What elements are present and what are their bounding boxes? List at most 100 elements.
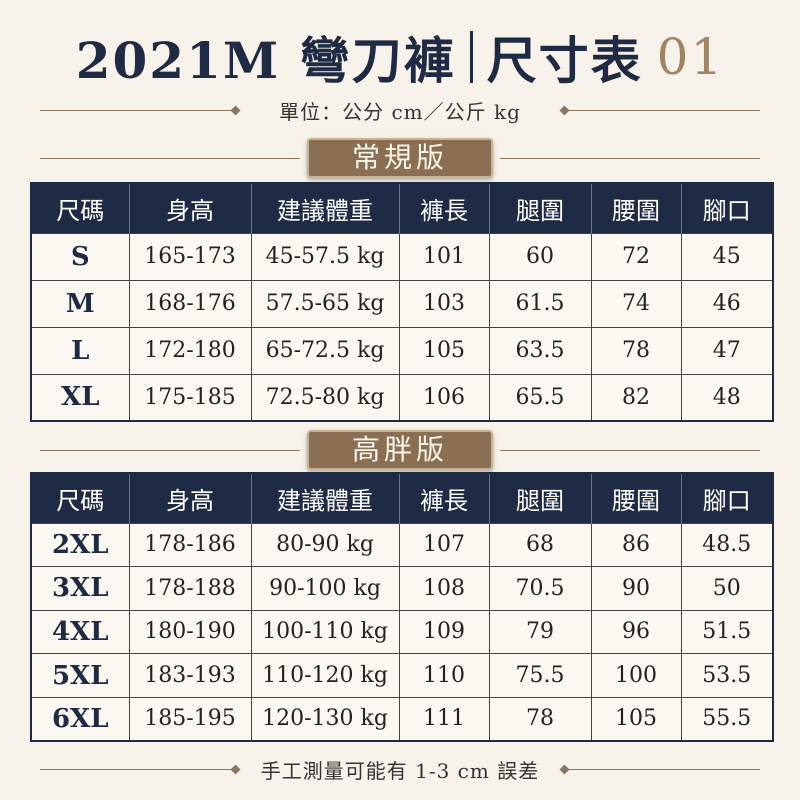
table-cell: 68 <box>488 522 592 568</box>
table-cell: 165-173 <box>128 232 252 281</box>
size-cell: 5XL <box>30 653 130 698</box>
table-cell: 79 <box>488 609 592 655</box>
title: 2021M 彎刀褲 <box>75 31 456 90</box>
table-cell: 86 <box>590 522 682 568</box>
table-cell: 72 <box>590 232 682 281</box>
table-cell: 100-110 kg <box>250 609 400 655</box>
table-cell: 105 <box>398 326 490 375</box>
header-row: 尺碼 身高 建議體重 褲長 腿圍 腰圍 腳口 <box>31 473 773 523</box>
column-header: 腳口 <box>680 183 773 233</box>
table-row: M 168-176 57.5-65 kg 103 61.5 74 46 <box>30 279 774 328</box>
table-cell: 48.5 <box>680 522 774 568</box>
column-header: 建議體重 <box>250 183 399 233</box>
table-cell: 103 <box>398 279 490 328</box>
footer-note: 手工測量可能有 1-3 cm 誤差 <box>260 759 540 783</box>
table-cell: 53.5 <box>680 653 774 698</box>
divider <box>565 769 760 770</box>
table-cell: 74 <box>590 279 682 328</box>
column-header: 身高 <box>128 473 251 523</box>
divider <box>40 769 235 770</box>
divider <box>565 110 760 111</box>
table-row: S 165-173 45-57.5 kg 101 60 72 45 <box>30 232 774 281</box>
divider <box>40 158 300 159</box>
table-cell: 183-193 <box>128 653 252 698</box>
size-cell: 6XL <box>30 696 130 742</box>
table-cell: 172-180 <box>128 326 252 375</box>
size-cell: XL <box>30 373 130 422</box>
table-cell: 178-188 <box>128 566 252 611</box>
column-header: 腳口 <box>680 473 773 523</box>
table-cell: 107 <box>398 522 490 568</box>
size-cell: 4XL <box>30 609 130 655</box>
column-header: 腰圍 <box>590 183 681 233</box>
table-cell: 111 <box>398 696 490 742</box>
table-cell: 175-185 <box>128 373 252 422</box>
title-row: 2021M 彎刀褲 尺寸表 01 <box>0 22 800 92</box>
table-row: 4XL 180-190 100-110 kg 109 79 96 51.5 <box>30 609 774 655</box>
size-cell: 2XL <box>30 522 130 568</box>
column-header: 建議體重 <box>250 473 399 523</box>
size-cell: S <box>30 232 130 281</box>
divider <box>40 450 300 451</box>
size-table: 尺碼 身高 建議體重 褲長 腿圍 腰圍 腳口 2XL 178-186 80-90 kg 107 68 8… <box>30 472 774 742</box>
column-header: 腿圍 <box>488 473 591 523</box>
table-cell: 60 <box>488 232 592 281</box>
size-cell: M <box>30 279 130 328</box>
table-cell: 90-100 kg <box>250 566 400 611</box>
table-cell: 80-90 kg <box>250 522 400 568</box>
title-suffix: 尺寸表 <box>486 31 643 90</box>
table-cell: 110-120 kg <box>250 653 400 698</box>
table-cell: 105 <box>590 696 682 742</box>
header-row: 尺碼 身高 建議體重 褲長 腿圍 腰圍 腳口 <box>31 183 773 233</box>
table-cell: 48 <box>680 373 774 422</box>
column-header: 腿圍 <box>488 183 591 233</box>
section-label: 常規版 <box>307 138 493 178</box>
table-cell: 106 <box>398 373 490 422</box>
table-cell: 46 <box>680 279 774 328</box>
size-table: 尺碼 身高 建議體重 褲長 腿圍 腰圍 腳口 S 165-173 45-57.5 kg 101 60 7… <box>30 182 774 422</box>
table-cell: 101 <box>398 232 490 281</box>
size-cell: 3XL <box>30 566 130 611</box>
title-divider <box>469 31 473 83</box>
table-cell: 96 <box>590 609 682 655</box>
size-cell: L <box>30 326 130 375</box>
table-cell: 109 <box>398 609 490 655</box>
table-cell: 65.5 <box>488 373 592 422</box>
table-cell: 47 <box>680 326 774 375</box>
table-cell: 70.5 <box>488 566 592 611</box>
table-cell: 72.5-80 kg <box>250 373 400 422</box>
table-cell: 45-57.5 kg <box>250 232 400 281</box>
table-cell: 110 <box>398 653 490 698</box>
divider <box>500 450 760 451</box>
table-cell: 50 <box>680 566 774 611</box>
table-cell: 168-176 <box>128 279 252 328</box>
table-row: L 172-180 65-72.5 kg 105 63.5 78 47 <box>30 326 774 375</box>
column-header: 腰圍 <box>590 473 681 523</box>
column-header: 身高 <box>128 183 251 233</box>
table-cell: 90 <box>590 566 682 611</box>
table-cell: 55.5 <box>680 696 774 742</box>
title-number: 01 <box>656 28 725 86</box>
table-cell: 120-130 kg <box>250 696 400 742</box>
table-cell: 108 <box>398 566 490 611</box>
table-cell: 78 <box>488 696 592 742</box>
column-header: 尺碼 <box>31 473 129 523</box>
table-cell: 185-195 <box>128 696 252 742</box>
table-cell: 100 <box>590 653 682 698</box>
table-cell: 65-72.5 kg <box>250 326 400 375</box>
column-header: 褲長 <box>398 473 489 523</box>
table-cell: 45 <box>680 232 774 281</box>
table-row: 2XL 178-186 80-90 kg 107 68 86 48.5 <box>30 522 774 568</box>
table-cell: 82 <box>590 373 682 422</box>
table-cell: 63.5 <box>488 326 592 375</box>
divider <box>40 110 235 111</box>
table-cell: 75.5 <box>488 653 592 698</box>
table-cell: 57.5-65 kg <box>250 279 400 328</box>
column-header: 尺碼 <box>31 183 129 233</box>
table-cell: 51.5 <box>680 609 774 655</box>
table-cell: 61.5 <box>488 279 592 328</box>
section-label: 高胖版 <box>307 430 493 470</box>
column-header: 褲長 <box>398 183 489 233</box>
table-row: XL 175-185 72.5-80 kg 106 65.5 82 48 <box>30 373 774 422</box>
